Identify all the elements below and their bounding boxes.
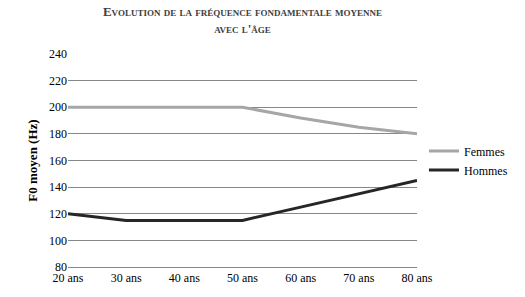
svg-text:160: 160	[49, 154, 67, 168]
svg-text:140: 140	[49, 180, 67, 194]
svg-text:Hommes: Hommes	[464, 164, 508, 178]
svg-text:240: 240	[49, 47, 67, 61]
svg-text:Femmes: Femmes	[464, 145, 505, 159]
svg-text:Evolution de la fréquence fond: Evolution de la fréquence fondamentale m…	[103, 4, 382, 36]
svg-text:F0 moyen (Hz): F0 moyen (Hz)	[25, 119, 40, 201]
svg-text:70 ans: 70 ans	[343, 271, 374, 285]
svg-text:60 ans: 60 ans	[285, 271, 316, 285]
svg-text:180: 180	[49, 127, 67, 141]
svg-text:40 ans: 40 ans	[169, 271, 200, 285]
svg-text:50 ans: 50 ans	[227, 271, 258, 285]
svg-text:120: 120	[49, 207, 67, 221]
svg-text:220: 220	[49, 74, 67, 88]
svg-text:80 ans: 80 ans	[402, 271, 433, 285]
svg-text:20 ans: 20 ans	[53, 271, 84, 285]
svg-text:30 ans: 30 ans	[111, 271, 142, 285]
svg-text:80: 80	[55, 260, 67, 274]
svg-text:100: 100	[49, 234, 67, 248]
svg-text:200: 200	[49, 100, 67, 114]
